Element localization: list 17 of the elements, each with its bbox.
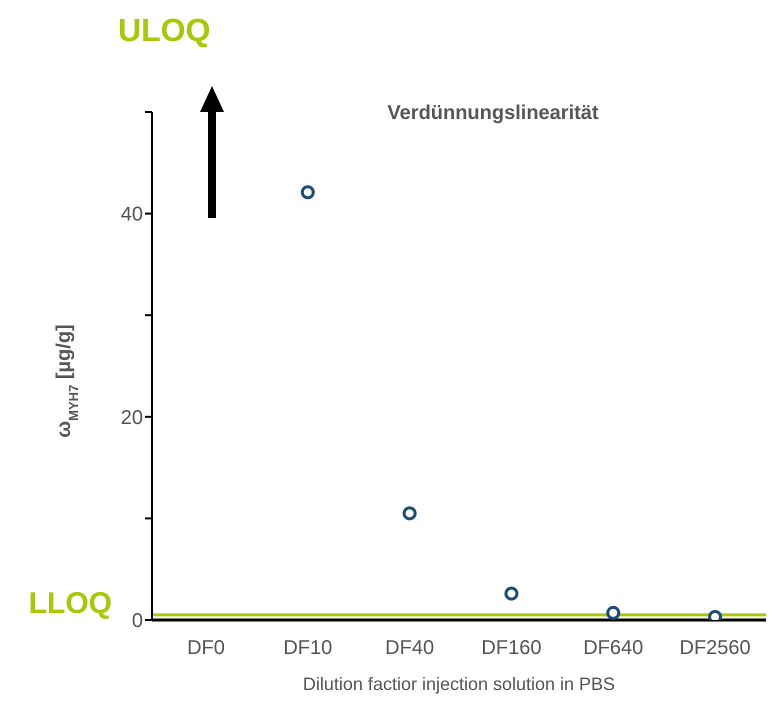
point: [504, 586, 518, 601]
point: [300, 185, 315, 200]
y-tick-label: 40: [120, 204, 143, 226]
y-tick-label: 20: [120, 406, 143, 429]
x-tick-label: DF0: [187, 637, 225, 660]
text: ULOQ: [118, 12, 210, 49]
x-tick-label: DF2560: [680, 637, 751, 660]
chart-title: Verdünnungslinearität: [386, 102, 600, 125]
x-tick-label: DF160: [481, 637, 542, 660]
x-axis-title: Dilution factior injection solution in PBS: [302, 674, 616, 694]
y-tick-label: 0: [132, 610, 143, 632]
ref-line-label: LLOQ: [28, 586, 112, 620]
x-tick-label: DF640: [583, 637, 644, 660]
point: [402, 506, 417, 520]
point: [606, 606, 620, 620]
x-tick-label: DF10: [283, 637, 332, 660]
x-tick-label: DF40: [385, 637, 434, 660]
